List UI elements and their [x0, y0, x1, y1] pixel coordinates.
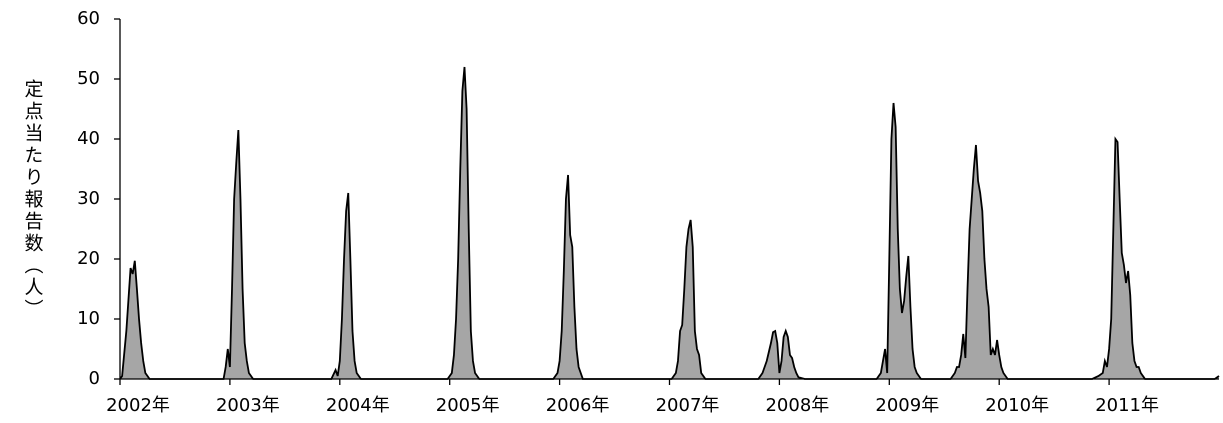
x-tick-label: 2010年	[985, 395, 1049, 416]
y-tick-label: 0	[89, 368, 100, 389]
y-axis-label: 定点当たり報告数（人）	[22, 79, 44, 321]
x-tick-label: 2008年	[765, 395, 829, 416]
y-tick-label: 30	[77, 188, 100, 209]
y-tick-label: 50	[77, 68, 100, 89]
y-tick-label: 60	[77, 8, 100, 29]
x-tick-label: 2009年	[875, 395, 939, 416]
x-tick-label: 2002年	[106, 395, 170, 416]
x-tick-label: 2007年	[656, 395, 720, 416]
x-tick-label: 2003年	[216, 395, 280, 416]
x-tick-label: 2005年	[436, 395, 500, 416]
x-tick-label: 2006年	[546, 395, 610, 416]
y-tick-label: 20	[77, 248, 100, 269]
y-tick-label: 10	[77, 308, 100, 329]
x-tick-label: 2011年	[1095, 395, 1159, 416]
y-tick-label: 40	[77, 128, 100, 149]
area-line	[119, 66, 1220, 380]
area-fill	[120, 67, 1219, 379]
x-tick-label: 2004年	[326, 395, 390, 416]
